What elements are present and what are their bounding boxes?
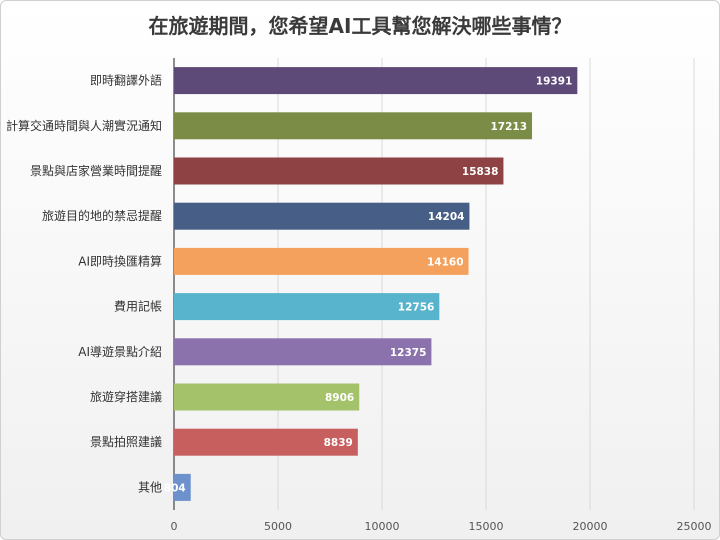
bar xyxy=(174,473,191,501)
category-label: 計算交通時間與人潮實況通知 xyxy=(6,118,162,133)
data-label: 17213 xyxy=(490,121,527,133)
chart-title: 在旅遊期間，您希望AI工具幫您解決哪些事情？ xyxy=(148,14,572,38)
x-tick-label: 5000 xyxy=(264,520,292,533)
bar xyxy=(174,112,533,140)
category-label: 旅遊穿搭建議 xyxy=(90,389,162,404)
category-label: AI即時換匯精算 xyxy=(78,253,162,268)
category-label: 旅遊目的地的禁忌提醒 xyxy=(42,208,162,223)
category-label: 景點與店家營業時間提醒 xyxy=(30,163,162,178)
x-tick-label: 0 xyxy=(171,520,178,533)
category-label: 其他 xyxy=(138,480,162,494)
data-label: 14204 xyxy=(428,211,465,223)
data-label: 12756 xyxy=(398,302,435,314)
data-label: 8906 xyxy=(325,392,354,404)
bar xyxy=(174,157,504,185)
data-label: 19391 xyxy=(536,76,573,88)
x-tick-label: 25000 xyxy=(677,520,712,533)
bar xyxy=(174,67,578,95)
data-label: 804 xyxy=(164,482,186,494)
bar xyxy=(174,247,469,275)
bar xyxy=(174,202,470,230)
category-label: 即時翻譯外語 xyxy=(90,73,162,88)
category-label: 費用記帳 xyxy=(114,299,162,314)
x-tick-label: 20000 xyxy=(573,520,608,533)
data-label: 15838 xyxy=(462,166,499,178)
category-label: AI導遊景點介紹 xyxy=(78,344,162,359)
category-label: 景點拍照建議 xyxy=(90,434,162,449)
x-tick-label: 15000 xyxy=(469,520,504,533)
bar xyxy=(174,383,360,411)
bar xyxy=(174,338,432,366)
bar xyxy=(174,428,358,456)
data-label: 8839 xyxy=(324,437,353,449)
bar xyxy=(174,293,440,321)
x-tick-label: 10000 xyxy=(365,520,400,533)
data-label: 12375 xyxy=(390,347,427,359)
data-label: 14160 xyxy=(427,256,464,268)
